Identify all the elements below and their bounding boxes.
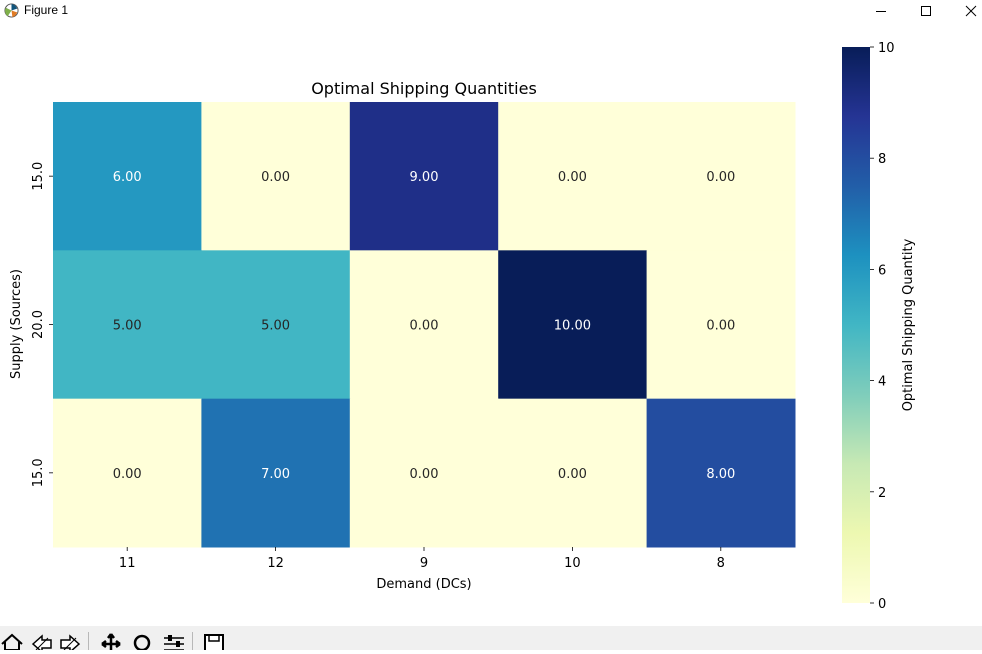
- toolbar-separator: [88, 632, 89, 650]
- cell-value-label: 6.00: [113, 170, 142, 185]
- x-tick-label: 11: [119, 556, 136, 571]
- cell-value-label: 0.00: [706, 170, 735, 185]
- maximize-button[interactable]: [903, 0, 949, 22]
- colorbar-tick-label: 10: [878, 41, 895, 56]
- cell-value-label: 10.00: [554, 319, 591, 334]
- cell-value-label: 0.00: [261, 170, 290, 185]
- x-axis: 11 12 9 10 8: [119, 547, 725, 571]
- save-button[interactable]: [202, 632, 226, 654]
- configure-button[interactable]: [162, 632, 186, 651]
- heatmap-chart: Optimal Shipping Quantities 6.00 0.00 9.00…: [9, 41, 916, 612]
- zoom-button[interactable]: [130, 632, 154, 652]
- heatmap-cell: [201, 250, 351, 400]
- heatmap-cell: [201, 102, 351, 251]
- heatmap-cell: [53, 102, 202, 251]
- figure-canvas: Optimal Shipping Quantities 6.00 0.00 9.00…: [0, 22, 982, 626]
- home-button[interactable]: [0, 632, 24, 651]
- home-icon: [1, 633, 23, 651]
- heatmap-cell: [349, 250, 499, 400]
- heatmap-cells: 6.00 0.00 9.00 0.00 0.00 5.00 5.00 0.00 10.00 0.0…: [53, 102, 796, 548]
- heatmap-cell: [201, 398, 351, 548]
- back-icon: [31, 634, 52, 654]
- colorbar-tick-label: 0: [878, 597, 886, 612]
- save-icon: [204, 634, 224, 654]
- x-tick-label: 12: [267, 556, 284, 571]
- heatmap-cell: [498, 398, 648, 548]
- heatmap-cell: [646, 398, 796, 548]
- heatmap-cell: [646, 102, 796, 251]
- cell-value-label: 0.00: [706, 319, 735, 334]
- cell-value-label: 7.00: [261, 467, 290, 482]
- heatmap-cell: [53, 250, 202, 400]
- minimize-icon: [876, 11, 886, 12]
- heatmap-cell: [349, 102, 499, 251]
- y-axis-label: Supply (Sources): [9, 269, 24, 379]
- window-title: Figure 1: [24, 3, 69, 17]
- colorbar: [842, 47, 870, 603]
- heatmap-cell: [498, 250, 648, 400]
- navigation-toolbar: [0, 626, 982, 654]
- close-icon: [965, 5, 977, 17]
- cell-value-label: 5.00: [261, 319, 290, 334]
- pan-button[interactable]: [99, 632, 123, 650]
- colorbar-axis: 0 2 4 6 8 10: [870, 41, 895, 612]
- x-tick-label: 9: [420, 556, 428, 571]
- colorbar-tick-label: 6: [878, 263, 886, 278]
- y-axis: 15.0 20.0 15.0: [31, 162, 53, 487]
- y-tick-label: 20.0: [31, 310, 46, 339]
- y-tick-label: 15.0: [31, 162, 46, 191]
- window-titlebar: Figure 1: [0, 0, 982, 22]
- minimize-button[interactable]: [858, 0, 904, 22]
- chart-title: Optimal Shipping Quantities: [311, 79, 537, 98]
- maximize-icon: [921, 6, 931, 16]
- x-tick-label: 8: [717, 556, 725, 571]
- back-button[interactable]: [30, 632, 54, 654]
- y-tick-label: 15.0: [31, 458, 46, 487]
- forward-icon: [60, 634, 81, 654]
- cell-value-label: 9.00: [410, 170, 439, 185]
- heatmap-cell: [349, 398, 499, 548]
- colorbar-tick-label: 2: [878, 486, 886, 501]
- pan-icon: [101, 633, 121, 650]
- cell-value-label: 5.00: [113, 319, 142, 334]
- close-button[interactable]: [948, 0, 982, 22]
- cell-value-label: 8.00: [706, 467, 735, 482]
- forward-button[interactable]: [58, 632, 82, 654]
- configure-icon: [164, 635, 184, 651]
- colorbar-label: Optimal Shipping Quantity: [901, 238, 916, 411]
- cell-value-label: 0.00: [410, 319, 439, 334]
- heatmap-cell: [646, 250, 796, 400]
- cell-value-label: 0.00: [558, 467, 587, 482]
- heatmap-cell: [53, 398, 202, 548]
- x-tick-label: 10: [564, 556, 581, 571]
- colorbar-tick-label: 4: [878, 375, 886, 390]
- cell-value-label: 0.00: [113, 467, 142, 482]
- x-axis-label: Demand (DCs): [376, 577, 471, 592]
- heatmap-cell: [498, 102, 648, 251]
- toolbar-separator: [192, 632, 193, 650]
- cell-value-label: 0.00: [410, 467, 439, 482]
- cell-value-label: 0.00: [558, 170, 587, 185]
- zoom-icon: [133, 634, 151, 652]
- colorbar-tick-label: 8: [878, 152, 886, 167]
- matplotlib-icon: [4, 3, 19, 18]
